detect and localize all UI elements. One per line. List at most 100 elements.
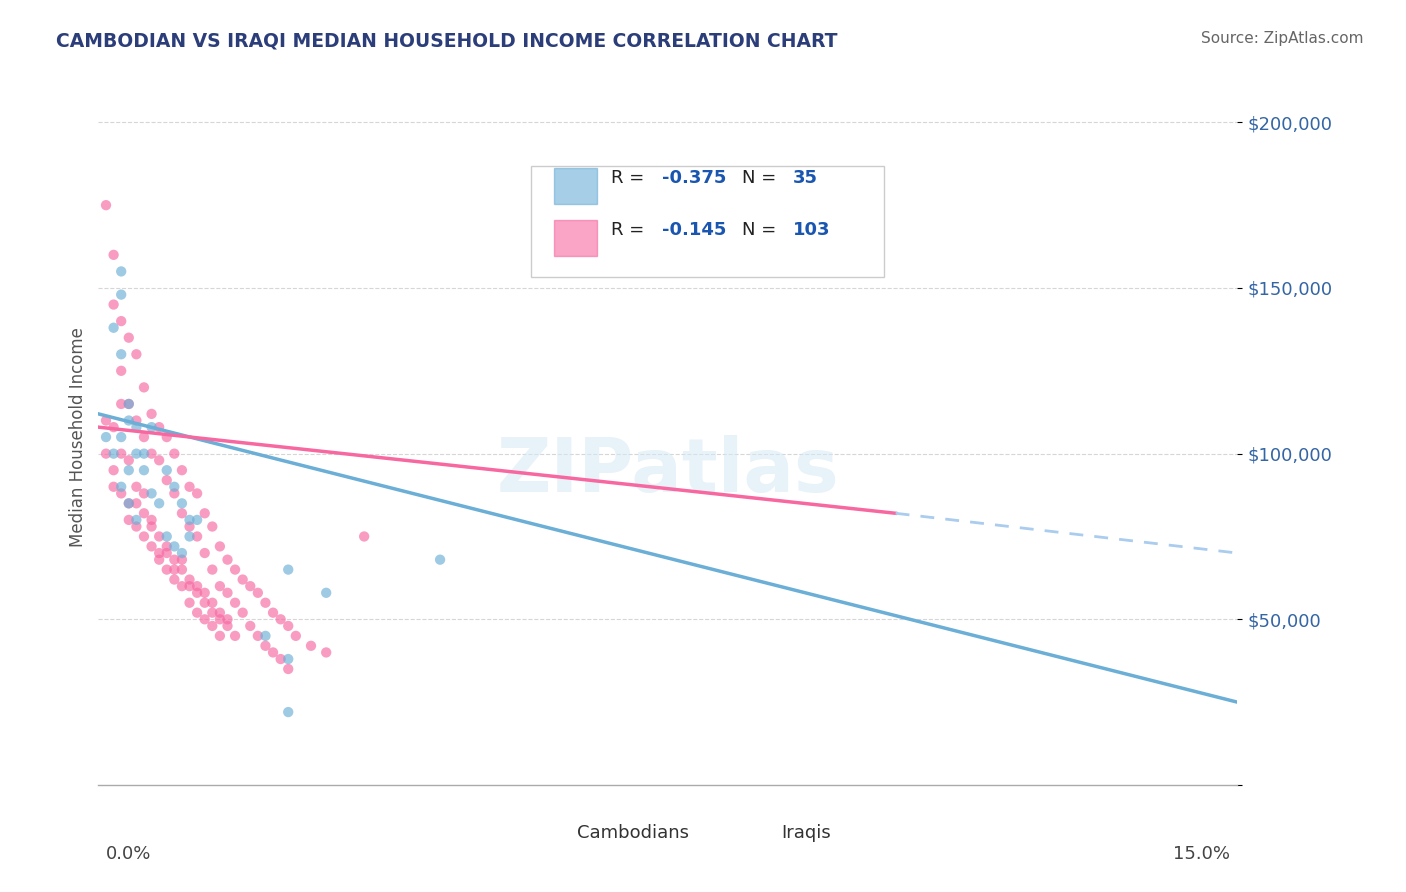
Point [224, 596, 246, 610]
Point [194, 586, 217, 600]
Text: 0.0%: 0.0% [105, 845, 152, 863]
Point [217, 612, 239, 626]
Point [186, 606, 208, 620]
Point [125, 519, 148, 533]
Point [194, 546, 217, 560]
Point [118, 413, 141, 427]
FancyBboxPatch shape [531, 166, 884, 277]
Point [262, 606, 284, 620]
Point [103, 248, 125, 262]
Point [148, 496, 170, 510]
Point [170, 546, 193, 560]
Point [194, 612, 217, 626]
Point [148, 552, 170, 566]
Point [208, 540, 231, 554]
Point [132, 447, 155, 461]
Point [246, 629, 269, 643]
Point [141, 519, 163, 533]
Point [103, 447, 125, 461]
Point [132, 463, 155, 477]
Point [179, 480, 201, 494]
Point [141, 486, 163, 500]
Point [148, 529, 170, 543]
Point [110, 486, 132, 500]
Point [277, 619, 299, 633]
Point [201, 596, 224, 610]
Point [141, 540, 163, 554]
Point [110, 397, 132, 411]
Point [103, 463, 125, 477]
Point [179, 519, 201, 533]
Point [217, 552, 239, 566]
Point [254, 639, 277, 653]
Point [156, 546, 179, 560]
Point [186, 486, 208, 500]
Text: Source: ZipAtlas.com: Source: ZipAtlas.com [1201, 31, 1364, 46]
Point [277, 563, 299, 577]
Point [110, 364, 132, 378]
Point [110, 264, 132, 278]
Point [132, 486, 155, 500]
Point [125, 420, 148, 434]
Point [224, 629, 246, 643]
Point [118, 397, 141, 411]
Point [284, 629, 307, 643]
Point [163, 563, 186, 577]
Point [125, 513, 148, 527]
Point [239, 579, 262, 593]
Point [118, 496, 141, 510]
Text: N =: N = [742, 169, 782, 187]
Point [179, 529, 201, 543]
Text: N =: N = [742, 221, 782, 239]
Point [186, 529, 208, 543]
Point [170, 563, 193, 577]
Point [156, 473, 179, 487]
Point [163, 552, 186, 566]
FancyBboxPatch shape [737, 818, 770, 847]
Text: 15.0%: 15.0% [1173, 845, 1230, 863]
Point [170, 552, 193, 566]
Point [353, 529, 375, 543]
Point [277, 705, 299, 719]
Y-axis label: Median Household Income: Median Household Income [69, 327, 87, 547]
FancyBboxPatch shape [554, 168, 598, 204]
Text: Iraqis: Iraqis [782, 824, 831, 842]
Point [94, 413, 117, 427]
Point [232, 573, 254, 587]
FancyBboxPatch shape [554, 220, 598, 256]
Point [262, 645, 284, 659]
Point [110, 480, 132, 494]
Point [110, 287, 132, 301]
Point [94, 430, 117, 444]
Point [254, 596, 277, 610]
Point [254, 629, 277, 643]
Point [148, 546, 170, 560]
Point [208, 629, 231, 643]
Point [277, 662, 299, 676]
Point [194, 596, 217, 610]
Text: -0.145: -0.145 [662, 221, 727, 239]
Point [232, 606, 254, 620]
Point [118, 496, 141, 510]
Point [156, 540, 179, 554]
Point [132, 430, 155, 444]
Point [141, 407, 163, 421]
Point [163, 486, 186, 500]
Point [217, 619, 239, 633]
Point [148, 420, 170, 434]
Point [170, 496, 193, 510]
Point [110, 430, 132, 444]
Point [163, 573, 186, 587]
Point [156, 463, 179, 477]
Point [156, 563, 179, 577]
Point [224, 563, 246, 577]
Point [179, 513, 201, 527]
Point [208, 579, 231, 593]
Point [163, 540, 186, 554]
Point [125, 413, 148, 427]
Point [125, 496, 148, 510]
Point [217, 586, 239, 600]
Point [103, 480, 125, 494]
Point [156, 529, 179, 543]
Point [170, 463, 193, 477]
